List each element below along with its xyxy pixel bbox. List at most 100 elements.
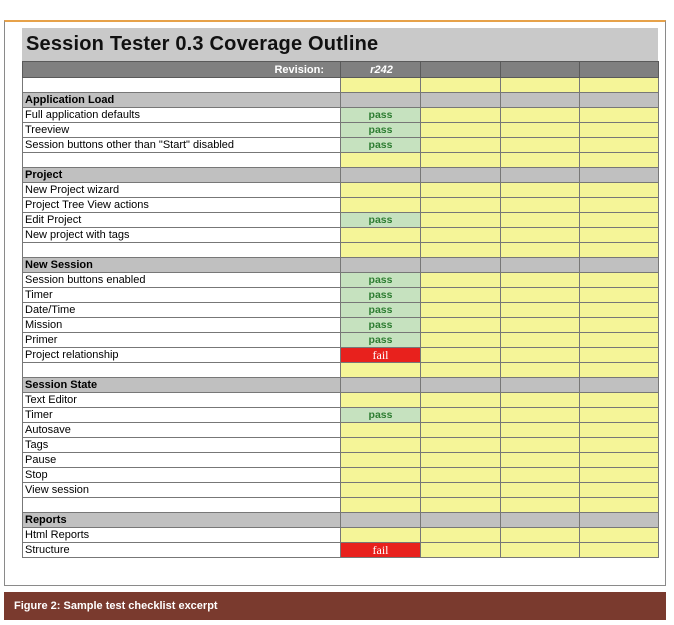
section-empty-cell	[420, 512, 501, 528]
test-item-label: Session buttons other than "Start" disab…	[22, 137, 341, 153]
section-label: New Session	[22, 257, 341, 273]
blank-row	[22, 497, 659, 513]
test-item-label: Timer	[22, 407, 341, 423]
revision-cell-empty	[500, 197, 580, 213]
section-empty-cell	[500, 377, 580, 393]
revision-cell-empty	[420, 272, 501, 288]
section-empty-cell	[500, 257, 580, 273]
status-cell-pass: pass	[340, 332, 421, 348]
section-empty-cell	[340, 377, 421, 393]
revision-cell-empty	[500, 122, 580, 138]
status-cell-empty	[340, 362, 421, 378]
status-cell-fail: fail	[340, 542, 421, 558]
status-cell-empty	[340, 392, 421, 408]
test-item-label: Date/Time	[22, 302, 341, 318]
revision-cell-empty	[500, 107, 580, 123]
test-item-label: Treeview	[22, 122, 341, 138]
section-empty-cell	[340, 512, 421, 528]
test-item-row: Timer pass	[22, 407, 659, 423]
test-item-row: Html Reports	[22, 527, 659, 543]
coverage-table-body: Revision: r242 Application Load Full appl…	[22, 61, 659, 558]
blank-label-cell	[22, 497, 341, 513]
test-item-label: Tags	[22, 437, 341, 453]
test-item-row: Session buttons enabled pass	[22, 272, 659, 288]
section-header-row: Session State	[22, 377, 659, 393]
test-item-row: Tags	[22, 437, 659, 453]
test-item-label: Project Tree View actions	[22, 197, 341, 213]
test-item-row: Treeview pass	[22, 122, 659, 138]
section-empty-cell	[420, 377, 501, 393]
revision-cell-empty	[500, 242, 580, 258]
section-empty-cell	[420, 257, 501, 273]
revision-cell-empty	[579, 287, 659, 303]
revision-cell-empty	[579, 137, 659, 153]
status-cell-pass: pass	[340, 107, 421, 123]
sheet-title: Session Tester 0.3 Coverage Outline	[26, 33, 379, 55]
test-item-row: Session buttons other than "Start" disab…	[22, 137, 659, 153]
test-item-label: Stop	[22, 467, 341, 483]
status-cell-pass: pass	[340, 137, 421, 153]
revision-cell-empty	[579, 392, 659, 408]
test-item-label: New project with tags	[22, 227, 341, 243]
revision-cell-empty	[500, 332, 580, 348]
test-item-label: Primer	[22, 332, 341, 348]
test-item-label: Timer	[22, 287, 341, 303]
test-item-label: Html Reports	[22, 527, 341, 543]
revision-cell-empty	[579, 362, 659, 378]
test-item-row: Edit Project pass	[22, 212, 659, 228]
revision-cell-empty	[420, 182, 501, 198]
revision-cell-empty	[420, 287, 501, 303]
blank-label-cell	[22, 77, 341, 93]
section-header-row: Application Load	[22, 92, 659, 108]
status-cell-pass: pass	[340, 407, 421, 423]
test-item-label: Session buttons enabled	[22, 272, 341, 288]
blank-label-cell	[22, 362, 341, 378]
status-cell-fail: fail	[340, 347, 421, 363]
revision-cell-empty	[420, 242, 501, 258]
revision-empty-cell	[579, 61, 659, 78]
section-empty-cell	[340, 257, 421, 273]
test-item-label: Text Editor	[22, 392, 341, 408]
revision-cell-empty	[500, 542, 580, 558]
test-item-row: New project with tags	[22, 227, 659, 243]
section-label: Reports	[22, 512, 341, 528]
status-cell-empty	[340, 422, 421, 438]
revision-cell-empty	[500, 527, 580, 543]
revision-cell-empty	[420, 77, 501, 93]
revision-cell-empty	[579, 347, 659, 363]
revision-cell-empty	[500, 452, 580, 468]
coverage-table: Revision: r242 Application Load Full appl…	[22, 61, 659, 558]
section-empty-cell	[340, 92, 421, 108]
revision-cell-empty	[579, 77, 659, 93]
figure-frame: Session Tester 0.3 Coverage Outline Revi…	[4, 20, 666, 586]
revision-label: Revision:	[22, 61, 341, 78]
revision-cell-empty	[420, 347, 501, 363]
test-item-row: Project relationship fail	[22, 347, 659, 363]
blank-row	[22, 362, 659, 378]
status-cell-empty	[340, 452, 421, 468]
status-cell-empty	[340, 242, 421, 258]
test-item-row: Timer pass	[22, 287, 659, 303]
revision-cell-empty	[420, 302, 501, 318]
revision-cell-empty	[500, 497, 580, 513]
blank-row	[22, 77, 659, 93]
revision-cell-empty	[420, 227, 501, 243]
revision-cell-empty	[500, 287, 580, 303]
revision-cell-empty	[500, 137, 580, 153]
status-cell-empty	[340, 467, 421, 483]
status-cell-pass: pass	[340, 272, 421, 288]
revision-cell-empty	[579, 422, 659, 438]
revision-cell-empty	[420, 317, 501, 333]
test-item-row: Date/Time pass	[22, 302, 659, 318]
test-item-row: Project Tree View actions	[22, 197, 659, 213]
revision-cell-empty	[579, 542, 659, 558]
revision-cell-empty	[579, 437, 659, 453]
test-item-row: Mission pass	[22, 317, 659, 333]
revision-cell-empty	[500, 302, 580, 318]
revision-cell-empty	[579, 227, 659, 243]
section-empty-cell	[579, 257, 659, 273]
section-empty-cell	[579, 92, 659, 108]
blank-label-cell	[22, 152, 341, 168]
revision-cell-empty	[579, 242, 659, 258]
status-cell-pass: pass	[340, 122, 421, 138]
